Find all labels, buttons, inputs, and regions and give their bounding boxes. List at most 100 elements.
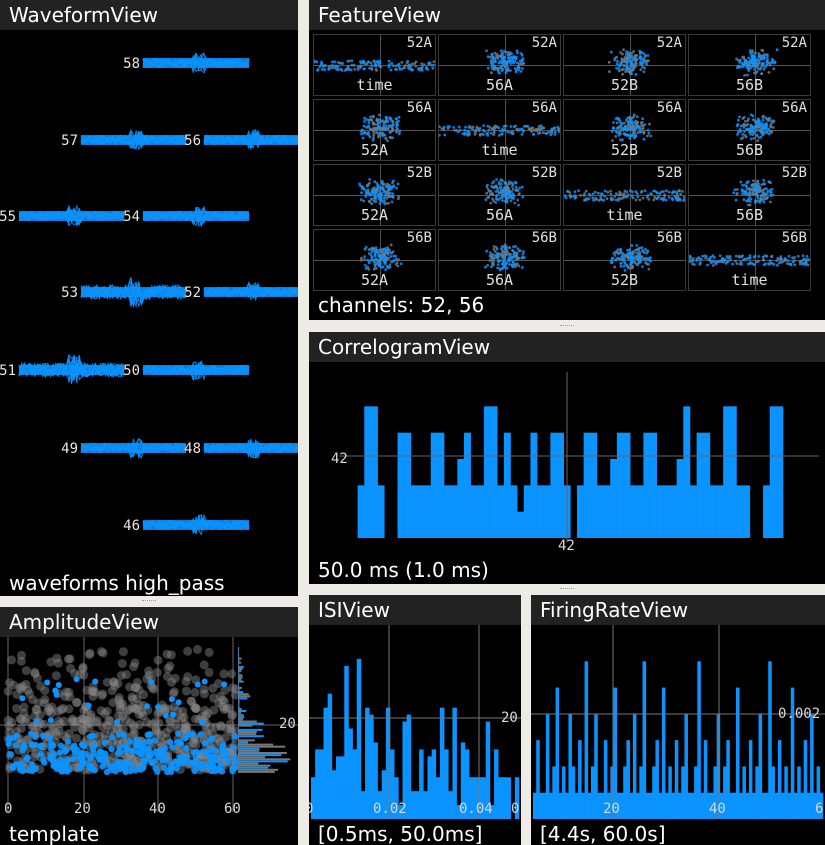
amplitude-histogram-bar xyxy=(238,670,242,673)
amplitude-histogram-bar xyxy=(238,720,257,723)
feature-cell[interactable]: 56B 56A xyxy=(438,229,561,291)
feature-point xyxy=(370,198,373,201)
amplitude-point xyxy=(198,765,205,772)
amplitude-view[interactable]: AmplitudeView 0 20 40 60 20 template xyxy=(0,607,298,845)
splitter-handle[interactable] xyxy=(142,600,156,603)
feature-cell[interactable]: 56B 52B xyxy=(563,229,686,291)
feature-scatter[interactable] xyxy=(439,165,560,226)
feature-point xyxy=(521,195,525,199)
feature-cell[interactable]: 56A 52B xyxy=(563,99,686,161)
firing-rate-view[interactable]: FiringRateView 20 40 6 0.002 [4.4s, 60.0… xyxy=(531,595,825,845)
feature-scatter[interactable] xyxy=(314,100,435,161)
amplitude-point xyxy=(86,712,96,722)
feature-point xyxy=(408,63,411,67)
amplitude-point xyxy=(151,724,161,734)
feature-point xyxy=(603,189,607,193)
feature-point xyxy=(615,121,619,125)
feature-cell[interactable]: 52B time xyxy=(563,164,686,226)
feature-view[interactable]: FeatureView 52A time 52A 56A 52A 52B 52A 56B 56A… xyxy=(309,0,825,320)
amplitude-point xyxy=(21,666,31,676)
feature-point xyxy=(323,68,327,72)
correlogram-bar xyxy=(603,485,611,538)
feature-cell[interactable]: 52B 56B xyxy=(688,164,811,226)
feature-point xyxy=(370,256,374,259)
feature-cell[interactable]: 52B 56A xyxy=(438,164,561,226)
feature-point xyxy=(741,183,744,187)
feature-cell[interactable]: 56A 52A xyxy=(313,99,436,161)
amplitude-histogram-bar xyxy=(238,743,274,746)
firing-rate-plot[interactable] xyxy=(531,625,825,819)
feature-point xyxy=(761,63,765,67)
amplitude-point xyxy=(228,683,238,693)
splitter-handle[interactable] xyxy=(560,325,574,328)
feature-cell[interactable]: 56B 52A xyxy=(313,229,436,291)
feature-point xyxy=(746,73,749,77)
feature-scatter[interactable] xyxy=(564,100,685,161)
correlogram-plot[interactable] xyxy=(309,362,825,558)
isi-view[interactable]: ISIView 0 0.02 0.04 0 20 [0.5ms, 50.0ms] xyxy=(309,595,521,845)
feature-cell[interactable]: 52A 52B xyxy=(563,34,686,96)
feature-point xyxy=(612,252,616,255)
amplitude-point xyxy=(116,671,126,680)
feature-cell[interactable]: 56B time xyxy=(688,229,811,291)
feature-cell[interactable]: 52A 56B xyxy=(688,34,811,96)
feature-point xyxy=(736,123,740,126)
amplitude-histogram-bar xyxy=(238,680,244,683)
feature-point xyxy=(675,192,679,196)
feature-point xyxy=(386,187,390,190)
feature-scatter[interactable] xyxy=(314,165,435,226)
amplitude-point xyxy=(21,679,31,689)
feature-scatter[interactable] xyxy=(439,100,560,161)
feature-scatter[interactable] xyxy=(564,35,685,96)
feature-point xyxy=(490,185,494,188)
feature-point xyxy=(757,136,761,139)
feature-point xyxy=(547,130,550,134)
feature-scatter[interactable] xyxy=(689,35,810,96)
feature-point xyxy=(367,267,371,271)
feature-cell[interactable]: 56A 56B xyxy=(688,99,811,161)
feature-point xyxy=(787,254,791,258)
feature-point xyxy=(350,59,354,63)
feature-point xyxy=(486,66,490,70)
correlogram-view[interactable]: CorrelogramView 42 42 50.0 ms (1.0 ms) xyxy=(309,332,825,584)
amplitude-point xyxy=(30,669,40,679)
correlogram-bar xyxy=(410,485,418,538)
feature-point xyxy=(744,59,747,63)
correlogram-bar xyxy=(397,432,405,538)
feature-scatter[interactable] xyxy=(689,165,810,226)
feature-scatter[interactable] xyxy=(439,230,560,291)
amplitude-point xyxy=(71,742,78,749)
feature-scatter[interactable] xyxy=(439,35,560,96)
amplitude-point xyxy=(44,679,51,686)
feature-point xyxy=(762,258,765,262)
feature-point xyxy=(367,190,370,194)
amplitude-point xyxy=(220,697,229,707)
feature-cell[interactable]: 52B 52A xyxy=(313,164,436,226)
feature-cell[interactable]: 56A time xyxy=(438,99,561,161)
amplitude-plot[interactable] xyxy=(0,637,298,817)
splitter-handle[interactable] xyxy=(560,588,574,591)
feature-scatter[interactable] xyxy=(314,230,435,291)
amplitude-point xyxy=(182,745,190,752)
waveform-view[interactable]: WaveformView 58 57 56 55 54 53 52 51 50 49 48 46 wa… xyxy=(0,0,298,596)
feature-scatter[interactable] xyxy=(564,230,685,291)
feature-scatter[interactable] xyxy=(689,230,810,291)
feature-scatter[interactable] xyxy=(314,35,435,96)
firing-bar xyxy=(678,792,682,819)
correlogram-bar xyxy=(483,406,491,538)
isi-bar xyxy=(402,721,407,819)
feature-grid[interactable]: 52A time 52A 56A 52A 52B 52A 56B 56A 52A 56A time 56… xyxy=(309,30,825,292)
feature-point xyxy=(540,127,544,130)
feature-point xyxy=(656,191,659,194)
feature-point xyxy=(517,264,521,268)
feature-cell[interactable]: 52A time xyxy=(313,34,436,96)
feature-point xyxy=(509,125,513,128)
amplitude-point xyxy=(125,682,135,692)
feature-cell[interactable]: 52A 56A xyxy=(438,34,561,96)
isi-plot[interactable] xyxy=(309,625,521,819)
feature-point xyxy=(770,130,773,134)
feature-scatter[interactable] xyxy=(689,100,810,161)
feature-scatter[interactable] xyxy=(564,165,685,226)
feature-point xyxy=(506,192,510,196)
